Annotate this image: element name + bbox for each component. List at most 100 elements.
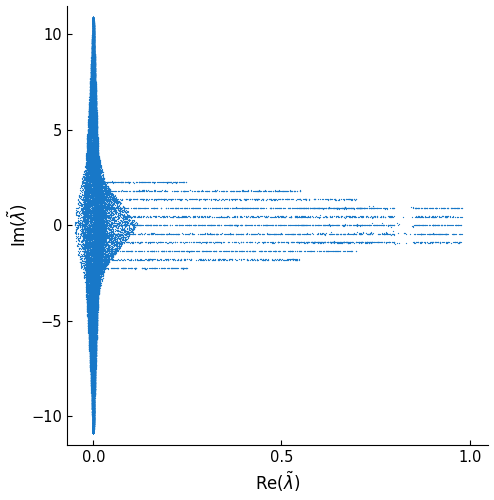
Point (165, 212, 173, 220)
Point (89, 98, 97, 106)
Point (81, 254, 89, 262)
Point (90, 362, 98, 370)
Point (90, 370, 98, 378)
Point (88, 89, 96, 97)
Point (87, 110, 95, 118)
Point (90, 376, 98, 384)
Point (93, 302, 101, 310)
Point (136, 221, 144, 229)
Point (90, 406, 98, 414)
Point (284, 238, 291, 246)
Point (96, 232, 104, 240)
Point (91, 352, 99, 360)
Point (91, 84, 99, 92)
Point (89, 78, 97, 86)
Point (90, 402, 98, 410)
Point (90, 267, 98, 275)
Point (90, 187, 98, 195)
Point (104, 218, 112, 226)
Point (91, 146, 99, 154)
Point (92, 110, 100, 118)
Point (85, 289, 93, 297)
Point (88, 341, 96, 349)
Point (89, 303, 97, 311)
Point (94, 155, 102, 163)
Point (220, 230, 228, 238)
Point (86, 358, 94, 366)
Point (215, 255, 223, 263)
Point (89, 418, 97, 426)
Point (83, 214, 91, 222)
Point (82, 216, 90, 224)
Point (82, 224, 89, 232)
Point (87, 75, 95, 83)
Point (85, 289, 93, 297)
Point (345, 212, 353, 220)
Point (87, 74, 95, 82)
Point (96, 252, 104, 260)
Point (86, 260, 94, 268)
Point (94, 294, 102, 302)
Point (89, 423, 97, 431)
Point (89, 418, 97, 426)
Point (89, 123, 97, 131)
Point (82, 262, 89, 270)
Point (244, 212, 252, 220)
Point (90, 410, 98, 418)
Point (89, 26, 97, 34)
Point (88, 34, 96, 42)
Point (102, 241, 110, 249)
Point (90, 408, 98, 416)
Point (87, 200, 95, 208)
Point (86, 118, 94, 126)
Point (87, 349, 95, 357)
Point (87, 148, 95, 156)
Point (90, 420, 98, 428)
Point (89, 190, 97, 198)
Point (87, 323, 95, 331)
Point (100, 238, 108, 246)
Point (89, 414, 97, 422)
Point (90, 74, 98, 82)
Point (82, 154, 90, 162)
Point (90, 29, 98, 37)
Point (94, 172, 102, 180)
Point (90, 298, 98, 306)
Point (90, 262, 98, 270)
Point (287, 212, 295, 220)
Point (89, 408, 97, 416)
Point (91, 340, 99, 347)
Point (89, 36, 97, 44)
Point (89, 37, 97, 45)
Point (89, 420, 97, 428)
Point (92, 214, 100, 222)
Point (83, 274, 91, 282)
Point (90, 139, 98, 147)
Point (80, 224, 88, 232)
Point (94, 250, 102, 258)
Point (87, 293, 95, 301)
Point (93, 130, 101, 138)
Point (87, 195, 95, 203)
Point (86, 346, 94, 354)
Point (270, 230, 278, 238)
Point (86, 96, 94, 104)
Point (186, 246, 194, 254)
Point (95, 282, 103, 290)
Point (92, 172, 100, 180)
Point (89, 300, 97, 308)
Point (90, 244, 98, 252)
Point (87, 238, 95, 246)
Point (89, 421, 97, 429)
Point (80, 247, 87, 255)
Point (327, 204, 334, 212)
Point (173, 178, 181, 186)
Point (88, 174, 96, 182)
Point (88, 45, 96, 53)
Point (90, 390, 98, 398)
Point (88, 122, 96, 130)
Point (89, 26, 97, 34)
Point (90, 150, 98, 158)
Point (89, 398, 97, 406)
Point (261, 238, 269, 246)
